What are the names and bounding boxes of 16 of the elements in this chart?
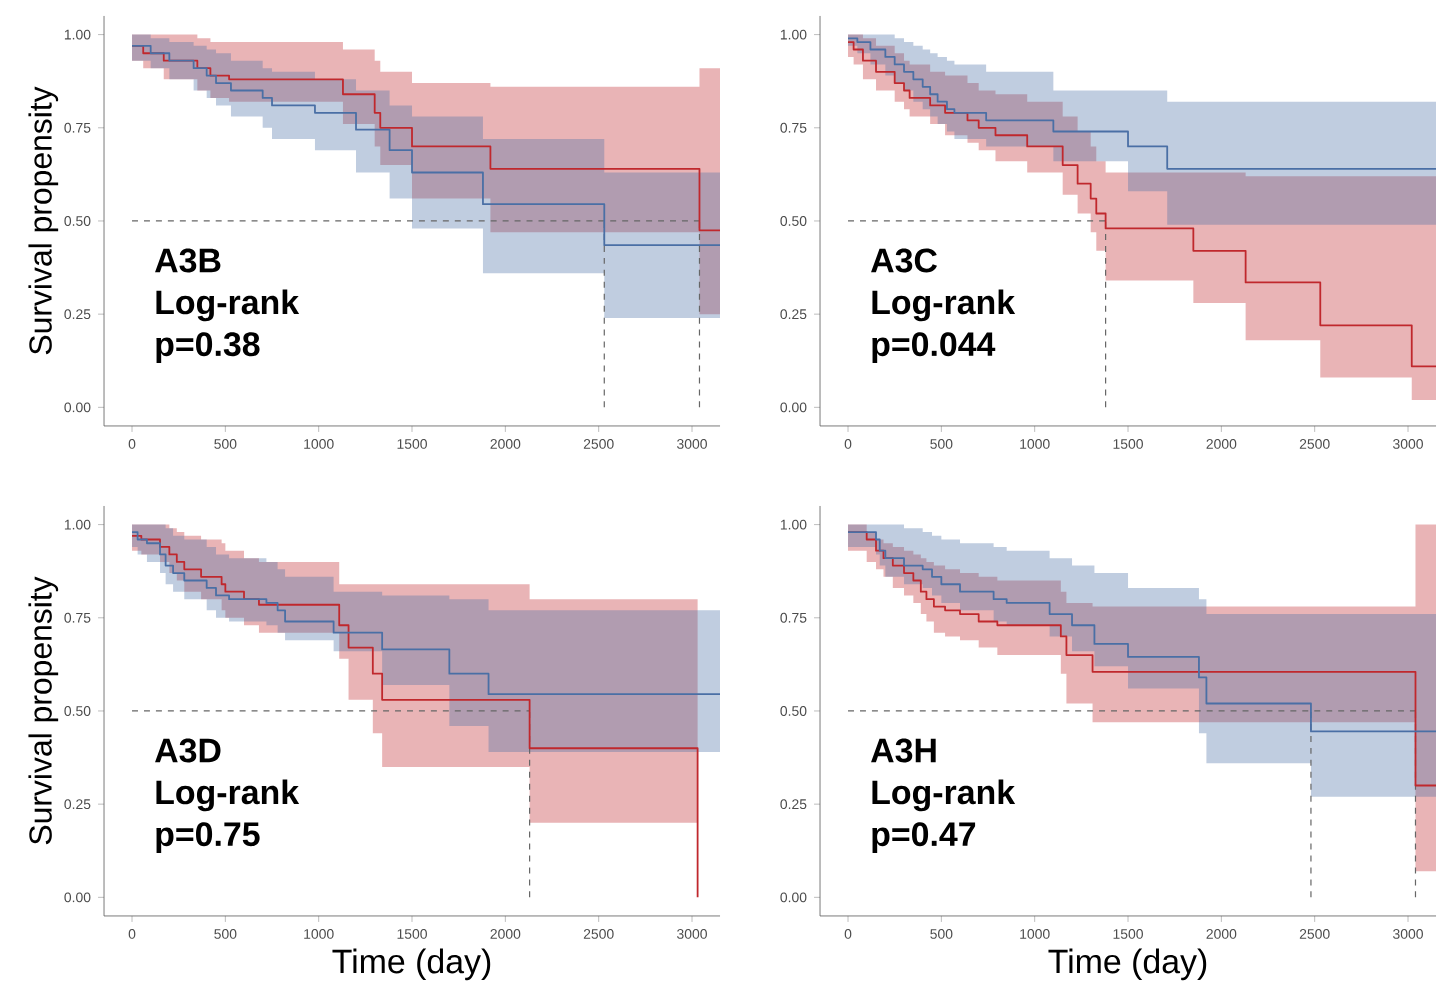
y-axis-title: Survival propensity (28, 86, 59, 355)
annotation: Log-rank (872, 779, 1016, 812)
annotation: A3D (155, 738, 221, 763)
annotation: A3B (155, 248, 221, 273)
x-axis-title: Time (day) (1048, 948, 1207, 981)
annotation: Log-rank (872, 289, 1016, 322)
annotation: A3H (871, 738, 936, 763)
annotation: A3C (871, 248, 937, 273)
annotation: Log-rank (156, 779, 300, 812)
annotation: p=0.38 (156, 332, 260, 363)
x-axis-title: Time (day) (332, 948, 491, 981)
annotation: p=0.044 (872, 332, 996, 363)
y-axis-title: Survival propensity (28, 576, 59, 845)
annotation: Log-rank (156, 289, 300, 322)
annotation: p=0.75 (156, 822, 260, 853)
annotation: p=0.47 (872, 822, 976, 853)
